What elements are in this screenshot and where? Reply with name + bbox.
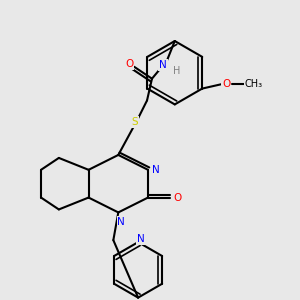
Text: N: N xyxy=(117,217,125,227)
Text: O: O xyxy=(174,193,182,202)
Text: S: S xyxy=(132,117,139,127)
Text: CH₃: CH₃ xyxy=(245,79,263,88)
Text: H: H xyxy=(173,66,180,76)
Text: N: N xyxy=(152,165,160,175)
Text: N: N xyxy=(137,234,145,244)
Text: O: O xyxy=(125,59,133,69)
Text: O: O xyxy=(222,79,230,88)
Text: N: N xyxy=(159,60,167,70)
